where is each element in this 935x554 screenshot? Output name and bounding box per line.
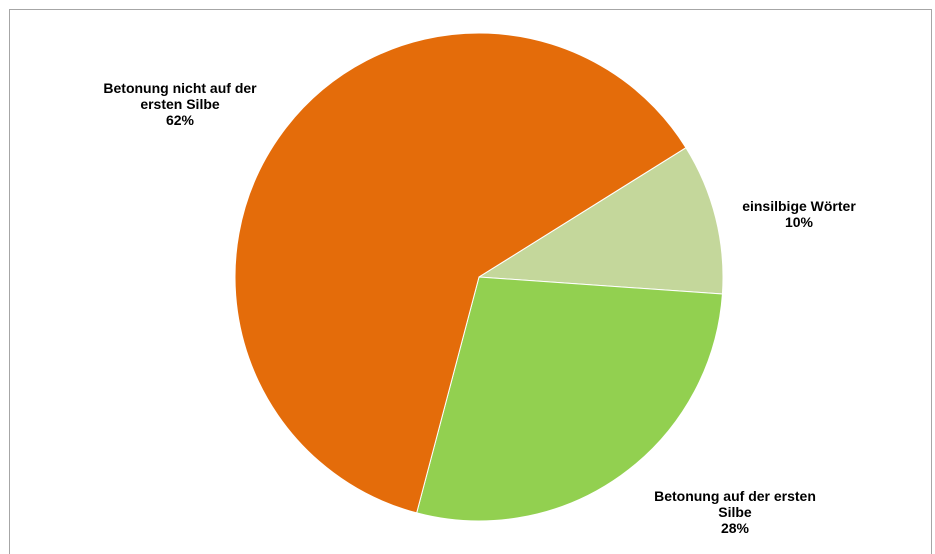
pie-slice-betonung-erste-silbe: [416, 276, 723, 522]
data-label-betonung-erste-silbe: Betonung auf der ersten Silbe 28%: [654, 488, 816, 536]
pie-slice-betonung-nicht-erste-silbe: [234, 32, 687, 514]
data-label-betonung-nicht-erste-silbe: Betonung nicht auf der ersten Silbe 62%: [103, 80, 257, 128]
pie-slice-einsilbige-woerter: [477, 147, 724, 295]
data-label-einsilbige-woerter: einsilbige Wörter 10%: [742, 198, 856, 230]
